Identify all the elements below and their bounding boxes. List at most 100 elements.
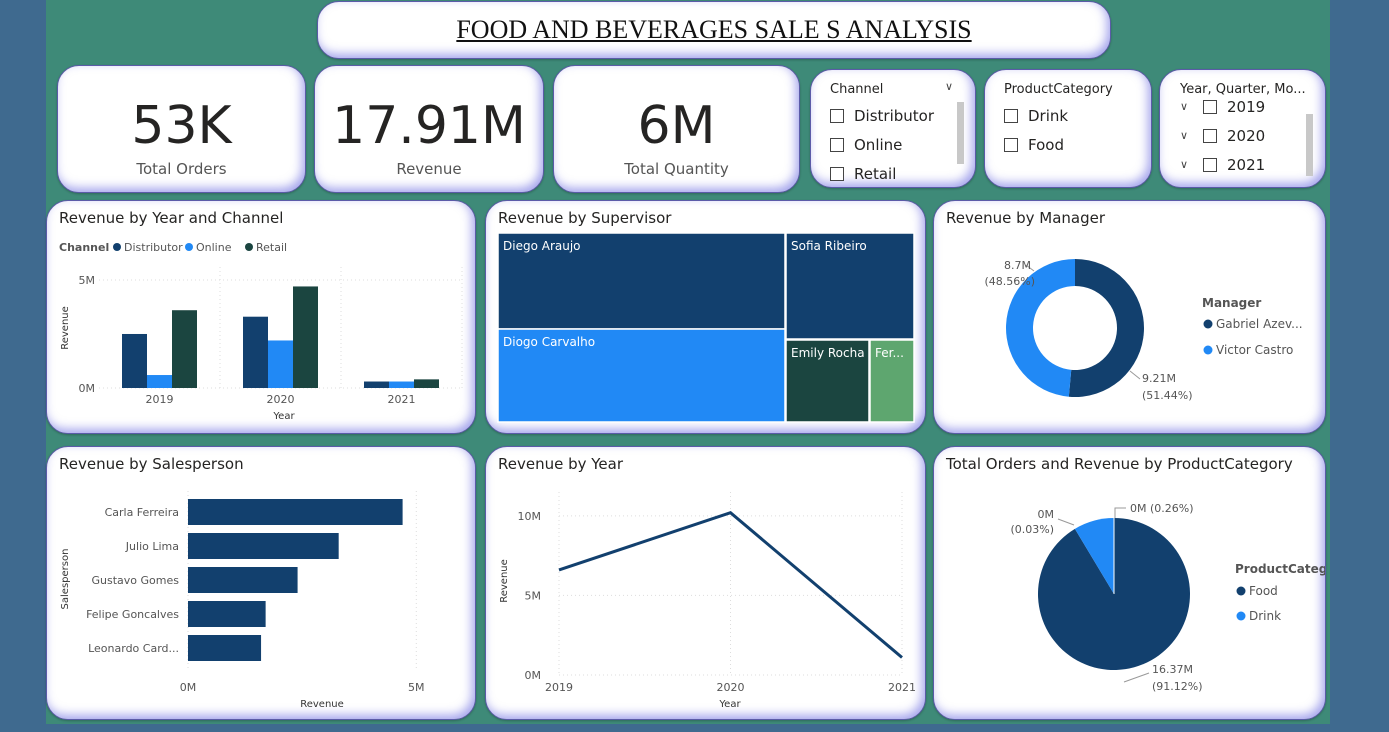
orders-revenue-by-category-pie[interactable]: 16.37M (91.12%) 0M (0.03%) 0M (0.26%) Product…	[934, 447, 1326, 720]
slicer-option-food[interactable]: Food	[1004, 136, 1064, 154]
data-label: (48.56%)	[984, 275, 1035, 288]
treemap-label: Diego Araujo	[503, 239, 581, 253]
revenue-by-year-line-chart[interactable]: 0M 5M 10M 2019 2020 2021 Year Revenue	[486, 447, 926, 720]
kpi-value: 6M	[637, 96, 716, 156]
y-tick-label: 5M	[79, 274, 96, 287]
slicer-option-distributor[interactable]: Distributor	[830, 107, 934, 125]
bar	[188, 601, 266, 627]
x-tick-label: 2019	[545, 681, 573, 694]
checkbox[interactable]	[830, 138, 844, 152]
kpi-card-revenue[interactable]: 17.91M Revenue	[314, 65, 544, 193]
donut-slice	[1068, 259, 1144, 397]
legend-title: Channel	[59, 241, 109, 254]
revenue-by-salesperson-chart[interactable]: 0M 5M Carla Ferreira Julio Lima Gustavo Gome…	[47, 447, 476, 720]
kpi-label: Revenue	[396, 160, 462, 178]
bar	[188, 635, 262, 661]
product-category-slicer[interactable]: ProductCategory Drink Food	[984, 69, 1152, 188]
checkbox[interactable]	[830, 109, 844, 123]
treemap-label: Fer...	[875, 346, 904, 360]
y-tick-label: 0M	[525, 669, 542, 682]
kpi-label: Total Orders	[136, 160, 227, 178]
x-tick-label: 2020	[267, 393, 295, 406]
slicer-option-retail[interactable]: Retail	[830, 165, 896, 183]
slicer-option-label: Food	[1028, 136, 1064, 154]
x-axis-label: Year	[272, 411, 295, 422]
x-tick-label: 5M	[408, 681, 425, 694]
slicer-title: Year, Quarter, Mo...	[1180, 82, 1306, 97]
data-label: 16.37M	[1152, 663, 1193, 676]
revenue-by-manager-card[interactable]: Revenue by Manager 9.21M (51.44%) 8.7M (48.…	[933, 200, 1326, 434]
bar	[172, 310, 197, 388]
y-axis-label: Revenue	[60, 306, 71, 350]
y-tick-label: Julio Lima	[125, 540, 179, 553]
legend-marker	[113, 243, 121, 251]
chevron-down-icon[interactable]: ∨	[1180, 158, 1189, 171]
x-axis-label: Year	[718, 699, 741, 710]
leader-line	[1123, 672, 1150, 683]
kpi-card-total-orders[interactable]: 53K Total Orders	[57, 65, 306, 193]
orders-revenue-by-category-card[interactable]: Total Orders and Revenue by ProductCateg…	[933, 446, 1326, 720]
checkbox[interactable]	[1004, 109, 1018, 123]
slicer-option-label: Retail	[854, 165, 897, 183]
chevron-down-icon[interactable]: ∨	[1180, 100, 1189, 113]
legend-title: Manager	[1202, 296, 1261, 310]
chevron-down-icon[interactable]: ∨	[1180, 129, 1189, 142]
leader-line	[1057, 518, 1075, 526]
legend-item: Victor Castro	[1216, 343, 1293, 357]
treemap-tile	[785, 232, 915, 340]
chevron-down-icon[interactable]: ∨	[945, 80, 954, 93]
treemap-tile	[497, 328, 786, 423]
bar	[268, 340, 293, 388]
revenue-by-year-card[interactable]: Revenue by Year 0M 5M 10M 2019 2020 2021 Year R…	[485, 446, 926, 720]
x-axis-label: Revenue	[300, 699, 344, 710]
slicer-option-2020[interactable]: 2020	[1203, 127, 1265, 145]
scrollbar[interactable]	[957, 102, 964, 164]
revenue-by-manager-donut[interactable]: 9.21M (51.44%) 8.7M (48.56%) Manager Gabriel …	[934, 201, 1326, 434]
legend-item: Food	[1249, 584, 1278, 598]
slicer-option-online[interactable]: Online	[830, 136, 902, 154]
data-label: (51.44%)	[1142, 389, 1193, 402]
revenue-by-supervisor-treemap[interactable]: Diego Araujo Diogo Carvalho Sofia Ribeiro E…	[486, 201, 926, 434]
revenue-by-year-channel-card[interactable]: Revenue by Year and Channel Channel Distr…	[46, 200, 476, 434]
x-tick-label: 2021	[888, 681, 916, 694]
y-tick-label: 10M	[518, 510, 542, 523]
date-hierarchy-slicer[interactable]: Year, Quarter, Mo... ∨ 2019 ∨ 2020 ∨ 202…	[1159, 69, 1326, 188]
treemap-tile	[785, 339, 870, 423]
bar	[188, 533, 339, 559]
y-axis-label: Salesperson	[60, 549, 71, 610]
slicer-option-label: Online	[854, 136, 903, 154]
slicer-option-label: Drink	[1028, 107, 1069, 125]
revenue-by-salesperson-card[interactable]: Revenue by Salesperson 0M 5M Carla Ferreir…	[46, 446, 476, 720]
bar	[293, 286, 318, 388]
slicer-option-2021[interactable]: 2021	[1203, 156, 1265, 174]
legend-item: Retail	[256, 241, 287, 254]
data-label: (0.03%)	[1010, 523, 1054, 536]
chart-title: Total Orders and Revenue by ProductCateg…	[946, 455, 1293, 473]
kpi-card-total-quantity[interactable]: 6M Total Quantity	[553, 65, 800, 193]
data-label: (91.12%)	[1152, 680, 1203, 693]
leader-line	[1129, 370, 1141, 380]
legend-item: Online	[196, 241, 232, 254]
bar	[364, 381, 389, 388]
legend-marker	[1236, 586, 1246, 596]
data-label: 8.7M	[1004, 259, 1031, 272]
slicer-title: ProductCategory	[1004, 82, 1113, 97]
scrollbar[interactable]	[1306, 114, 1313, 176]
legend-title: ProductCategory	[1235, 562, 1326, 576]
channel-slicer[interactable]: Channel ∨ Distributor Online Retail	[810, 69, 976, 188]
revenue-by-supervisor-card[interactable]: Revenue by Supervisor Diego Araujo Diogo …	[485, 200, 926, 434]
y-tick-label: Felipe Goncalves	[86, 608, 179, 621]
checkbox[interactable]	[1203, 129, 1217, 143]
checkbox[interactable]	[830, 167, 844, 181]
revenue-by-year-channel-chart[interactable]: Channel Distributor Online Retail 0M 5M 2019 20…	[47, 201, 476, 434]
slicer-option-label: Distributor	[854, 107, 935, 125]
checkbox[interactable]	[1004, 138, 1018, 152]
legend-item: Distributor	[124, 241, 183, 254]
bar	[243, 316, 268, 388]
title-banner: FOOD AND BEVERAGES SALE S ANALYSIS	[317, 1, 1111, 59]
slicer-option-drink[interactable]: Drink	[1004, 107, 1068, 125]
checkbox[interactable]	[1203, 158, 1217, 172]
checkbox[interactable]	[1203, 100, 1217, 114]
chart-title: Revenue by Year	[498, 455, 624, 473]
slicer-option-2019[interactable]: 2019	[1203, 98, 1265, 116]
